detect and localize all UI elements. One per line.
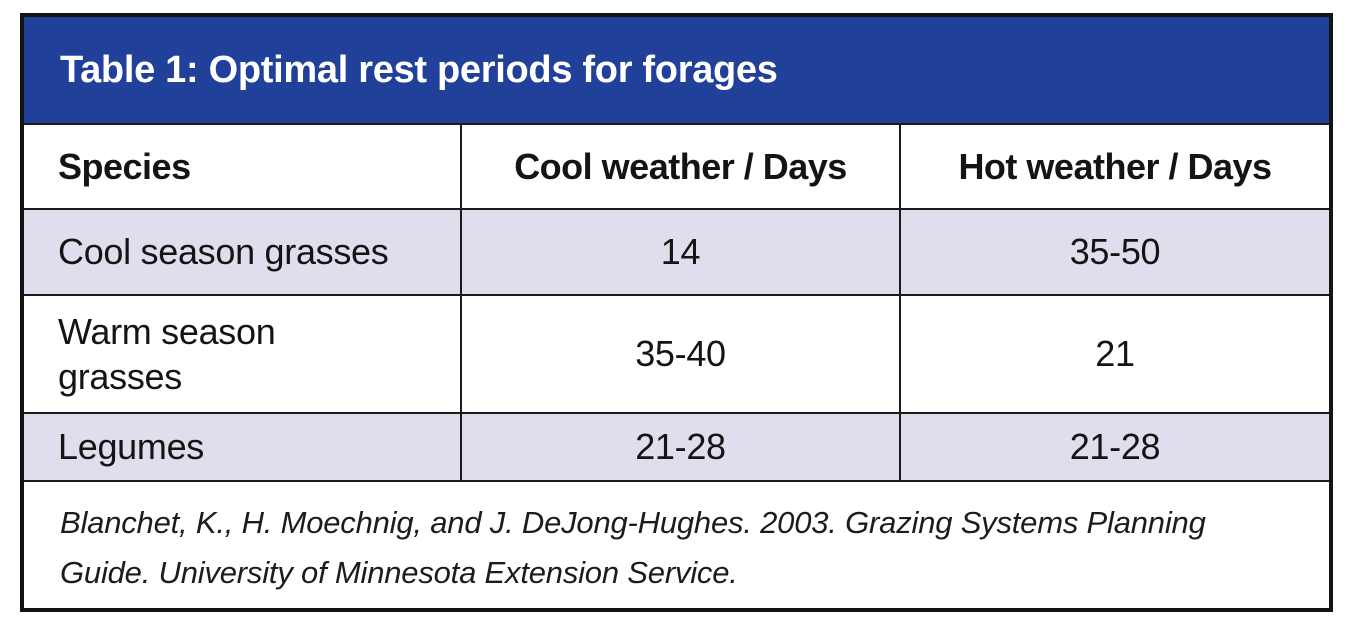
hot-weather-days-cell: 21-28 [899,414,1329,480]
species-name: Cool season grasses [58,231,389,272]
species-cell: Legumes [24,414,460,480]
citation-line-2: Guide. University of Minnesota Extension… [60,554,738,590]
species-name: Warm season grasses [58,311,276,397]
citation-line-1: Blanchet, K., H. Moechnig, and J. DeJong… [60,505,1206,540]
column-header-species: Species [24,125,460,208]
column-header-cool-weather: Cool weather / Days [460,125,899,208]
table-citation: Blanchet, K., H. Moechnig, and J. DeJong… [24,480,1329,608]
days-value: 35-50 [1069,231,1161,272]
days-value: 21-28 [1069,426,1161,467]
species-name: Legumes [58,426,204,467]
column-header-hot-weather: Hot weather / Days [899,125,1329,208]
cool-weather-days-cell: 21-28 [460,414,899,480]
forage-rest-periods-table: Table 1: Optimal rest periods for forage… [20,13,1333,612]
days-value: 35-40 [635,333,726,374]
column-header-label: Hot weather / Days [958,145,1272,187]
days-value: 21-28 [635,426,726,467]
table-row-legumes: Legumes 21-28 21-28 [24,412,1329,480]
hot-weather-days-cell: 21 [899,296,1329,412]
species-cell: Warm season grasses [24,296,460,412]
column-header-label: Species [58,145,191,187]
cool-weather-days-cell: 14 [460,210,899,294]
table-title-bar: Table 1: Optimal rest periods for forage… [24,17,1329,123]
column-header-label: Cool weather / Days [514,145,847,187]
table-row-warm-season-grasses: Warm season grasses 35-40 21 [24,294,1329,412]
cool-weather-days-cell: 35-40 [460,296,899,412]
table-row-cool-season-grasses: Cool season grasses 14 35-50 [24,208,1329,294]
species-cell: Cool season grasses [24,210,460,294]
days-value: 21 [1095,333,1135,374]
hot-weather-days-cell: 35-50 [899,210,1329,294]
table-header-row: Species Cool weather / Days Hot weather … [24,123,1329,208]
days-value: 14 [660,231,701,272]
table-title: Table 1: Optimal rest periods for forage… [60,48,778,91]
